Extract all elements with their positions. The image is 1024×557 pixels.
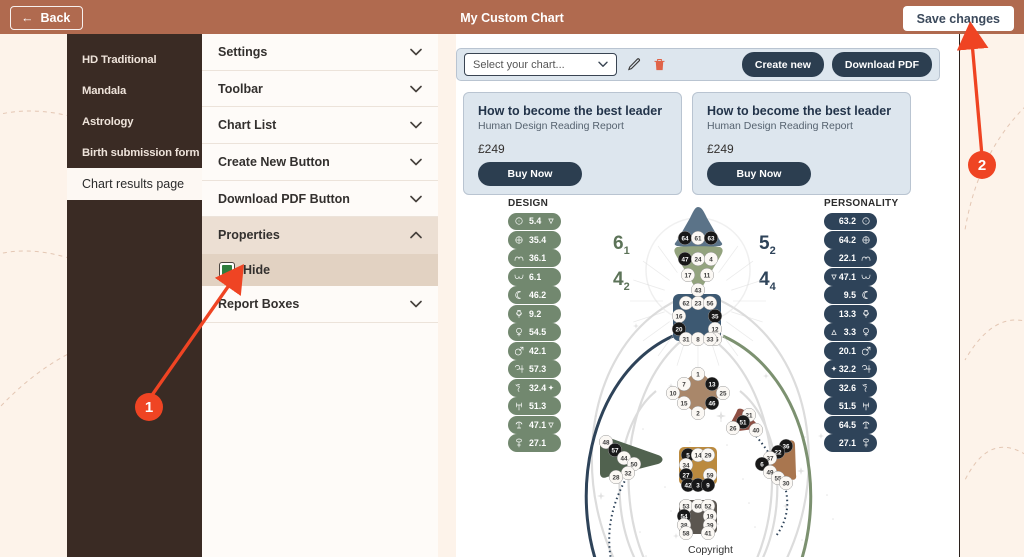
svg-text:2: 2: [696, 410, 700, 417]
svg-text:42: 42: [684, 482, 692, 489]
svg-text:35: 35: [711, 313, 719, 320]
svg-text:33: 33: [706, 336, 714, 343]
svg-text:13: 13: [708, 381, 716, 388]
svg-text:62: 62: [682, 300, 690, 307]
svg-text:56: 56: [706, 300, 714, 307]
svg-text:28: 28: [612, 474, 620, 481]
svg-text:43: 43: [694, 287, 702, 294]
svg-text:47: 47: [681, 256, 689, 263]
svg-text:30: 30: [782, 480, 790, 487]
svg-text:26: 26: [729, 425, 737, 432]
svg-text:41: 41: [704, 530, 712, 537]
svg-text:25: 25: [719, 390, 727, 397]
svg-text:46: 46: [708, 400, 716, 407]
svg-text:23: 23: [694, 300, 702, 307]
svg-text:58: 58: [682, 530, 690, 537]
svg-text:11: 11: [704, 272, 711, 279]
svg-text:61: 61: [694, 235, 702, 242]
svg-text:9: 9: [706, 482, 710, 489]
svg-text:57: 57: [611, 447, 619, 454]
svg-text:6: 6: [760, 461, 764, 468]
svg-text:31: 31: [682, 336, 690, 343]
svg-text:24: 24: [694, 256, 702, 263]
svg-text:44: 44: [620, 455, 628, 462]
svg-text:20: 20: [675, 326, 683, 333]
svg-text:29: 29: [704, 452, 712, 459]
svg-text:8: 8: [696, 336, 700, 343]
svg-text:7: 7: [682, 381, 686, 388]
svg-text:60: 60: [694, 503, 702, 510]
svg-text:1: 1: [696, 371, 700, 378]
svg-text:10: 10: [669, 390, 677, 397]
svg-text:40: 40: [752, 427, 760, 434]
svg-text:14: 14: [694, 452, 702, 459]
svg-text:63: 63: [707, 235, 715, 242]
svg-text:64: 64: [681, 235, 689, 242]
svg-text:15: 15: [680, 400, 688, 407]
svg-text:16: 16: [675, 313, 683, 320]
svg-text:4: 4: [709, 256, 713, 263]
svg-text:51: 51: [739, 419, 747, 426]
svg-text:32: 32: [624, 470, 632, 477]
svg-text:3: 3: [696, 482, 700, 489]
svg-text:48: 48: [602, 439, 610, 446]
svg-text:17: 17: [684, 272, 692, 279]
